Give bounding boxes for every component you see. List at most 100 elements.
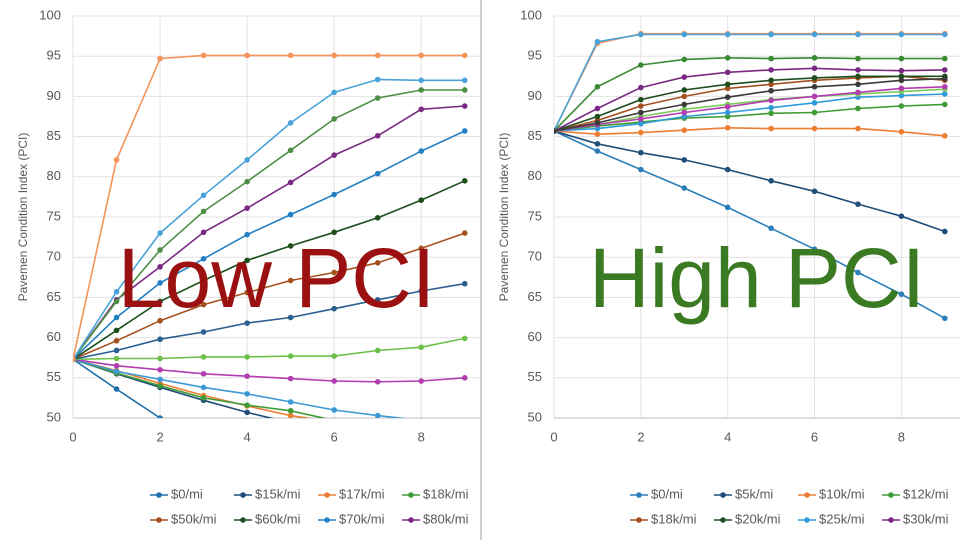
data-point [681, 56, 688, 63]
data-point [638, 62, 644, 68]
data-point [681, 101, 688, 108]
data-point [113, 347, 120, 354]
data-point [200, 52, 207, 59]
data-point [594, 105, 601, 112]
data-point [855, 125, 861, 132]
data-point [594, 83, 601, 90]
data-point [768, 87, 774, 94]
data-point [418, 378, 425, 384]
data-point [287, 179, 294, 186]
data-point [768, 104, 774, 111]
x-tick-label: 2 [156, 429, 163, 444]
y-tick-label: 90 [47, 88, 61, 103]
legend-label: $0/mi [171, 486, 203, 501]
data-point [594, 38, 601, 45]
y-tick-label: 85 [528, 128, 542, 143]
data-point [638, 103, 644, 109]
legend-marker [888, 492, 894, 498]
series-line [554, 130, 946, 233]
legend-label: $10k/mi [819, 486, 865, 501]
data-point [287, 120, 294, 126]
data-point [331, 305, 337, 312]
data-point [331, 229, 337, 236]
data-point [898, 77, 905, 84]
data-point [287, 399, 294, 405]
series-line [554, 86, 945, 132]
data-point [374, 260, 381, 266]
x-tick-label: 4 [724, 429, 731, 444]
legend-marker [240, 492, 246, 498]
data-point [73, 356, 76, 363]
y-tick-label: 100 [520, 7, 542, 22]
data-point [461, 178, 468, 184]
data-point [200, 395, 207, 401]
y-tick-label: 100 [39, 7, 61, 22]
legend-marker [636, 517, 642, 523]
y-axis-title: Pavemen Condition Index (PCI) [16, 133, 30, 302]
y-tick-label: 70 [528, 249, 542, 264]
data-point [113, 314, 120, 321]
data-point [461, 87, 468, 93]
data-point [855, 81, 861, 88]
legend-marker [408, 492, 414, 498]
data-point [638, 120, 644, 127]
x-tick-label: 6 [811, 429, 818, 444]
data-point [419, 417, 423, 418]
data-point [244, 320, 250, 326]
legend-marker [324, 492, 330, 498]
data-point [554, 128, 557, 134]
data-point [942, 228, 948, 235]
data-point [287, 243, 294, 249]
data-point [244, 373, 250, 379]
data-point [157, 280, 163, 286]
data-point [855, 269, 861, 276]
data-point [331, 378, 337, 384]
series-line [73, 358, 162, 418]
annotation: High PCI [589, 231, 925, 325]
data-point [898, 213, 905, 219]
legend-marker [156, 517, 162, 523]
data-point [681, 31, 688, 38]
data-point [374, 95, 381, 101]
data-point [331, 89, 337, 96]
data-point [724, 109, 731, 116]
y-tick-label: 80 [528, 168, 542, 183]
data-point [113, 157, 120, 163]
data-point [638, 166, 644, 173]
data-point [418, 87, 425, 93]
data-point [200, 208, 207, 215]
data-point [287, 211, 294, 218]
data-point [200, 192, 207, 199]
data-point [157, 415, 163, 418]
data-point [200, 277, 207, 284]
data-point [768, 67, 774, 73]
x-tick-label: 0 [69, 429, 76, 444]
data-point [724, 124, 731, 131]
legend-label: $18k/mi [651, 511, 697, 526]
data-point [331, 152, 337, 158]
legend-marker [804, 517, 810, 523]
y-tick-label: 55 [528, 369, 542, 384]
data-point [157, 376, 163, 383]
data-point [113, 327, 120, 334]
x-tick-label: 0 [550, 429, 557, 444]
series-line [554, 88, 945, 132]
data-point [898, 85, 905, 92]
data-point [244, 157, 250, 163]
data-point [594, 148, 601, 154]
data-point [811, 83, 818, 90]
data-point [594, 141, 601, 147]
data-point [244, 178, 250, 185]
data-point [942, 132, 948, 139]
data-point [418, 77, 425, 84]
data-point [461, 280, 468, 287]
series-line [554, 33, 945, 132]
data-point [244, 231, 250, 238]
data-point [811, 75, 818, 81]
data-point [638, 109, 644, 116]
legend-label: $12k/mi [903, 486, 949, 501]
data-point [200, 256, 207, 262]
data-point [461, 375, 468, 381]
series-line [73, 54, 465, 360]
legend-label: $70k/mi [339, 511, 385, 526]
